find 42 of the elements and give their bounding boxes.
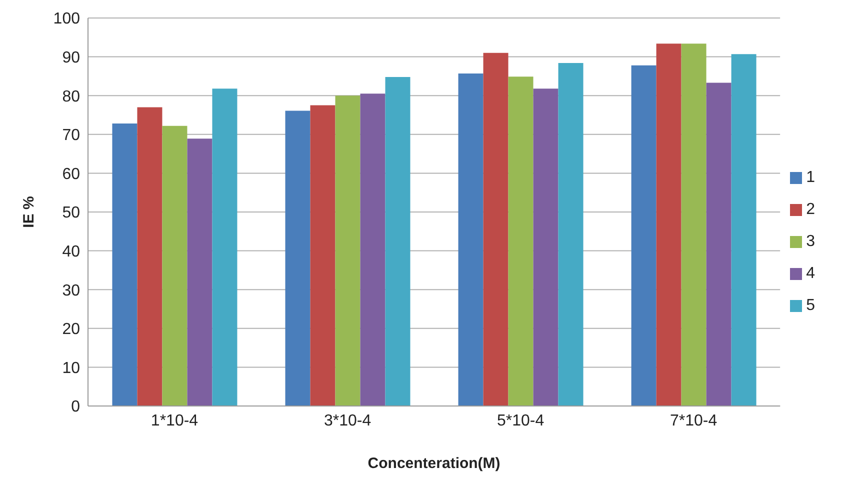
bar (681, 44, 706, 406)
bar (706, 82, 732, 406)
legend-label: 3 (806, 233, 815, 250)
y-axis-title: IE % (20, 196, 38, 228)
bar (360, 94, 386, 406)
x-tick-label: 7*10-4 (670, 412, 718, 430)
bar (631, 65, 656, 406)
legend-label: 4 (806, 265, 815, 282)
bar (335, 96, 360, 406)
x-axis-title: Concenteration(M) (368, 455, 500, 472)
bar (656, 44, 682, 406)
y-tick-label: 90 (62, 49, 80, 66)
legend-label: 5 (806, 297, 815, 314)
y-tick-label: 20 (62, 321, 80, 338)
bar (285, 110, 310, 406)
y-tick-label: 40 (62, 243, 80, 260)
bar (212, 88, 238, 406)
bar (533, 88, 558, 406)
y-tick-label: 0 (71, 398, 80, 416)
y-tick-label: 80 (62, 88, 80, 106)
bar (112, 124, 138, 406)
bar (483, 52, 508, 406)
bar (162, 126, 188, 406)
legend-label: 2 (806, 201, 815, 218)
y-tick-label: 100 (53, 10, 80, 28)
y-tick-label: 60 (62, 166, 80, 183)
y-tick-label: 30 (62, 282, 80, 300)
bar (385, 76, 410, 406)
bar (458, 73, 484, 406)
bar (731, 54, 756, 406)
x-tick-label: 5*10-4 (496, 412, 544, 430)
bar (137, 107, 162, 406)
y-tick-label: 10 (62, 360, 80, 377)
bar (508, 76, 534, 406)
x-tick-label: 3*10-4 (324, 412, 372, 430)
x-tick-label: 1*10-4 (150, 412, 198, 430)
bar (187, 138, 212, 406)
y-tick-label: 50 (62, 204, 80, 222)
legend-label: 1 (806, 169, 815, 186)
bar (558, 63, 584, 406)
bar (310, 105, 336, 406)
y-tick-label: 70 (62, 127, 80, 144)
